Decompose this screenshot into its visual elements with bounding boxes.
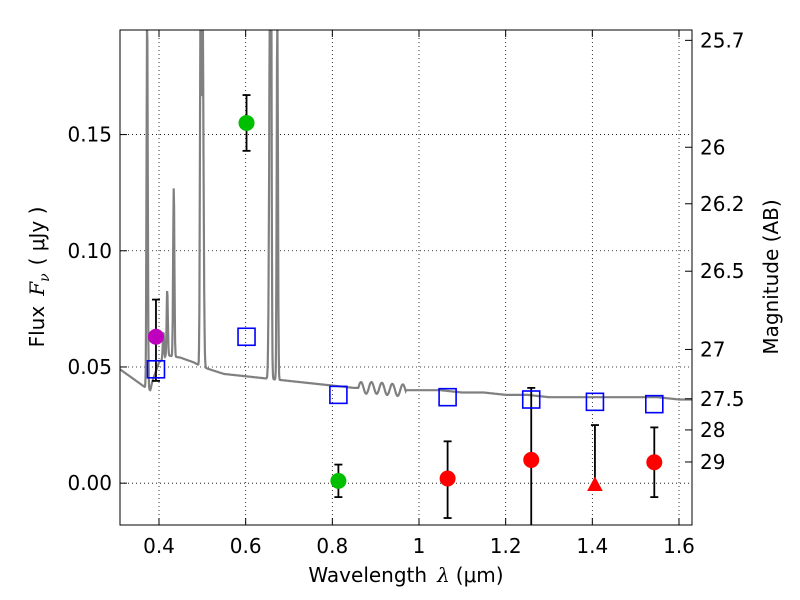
model-point — [585, 392, 605, 412]
y2-axis-title: Magnitude (AB) — [759, 199, 783, 354]
x-axis-title-unit: (μm) — [456, 563, 504, 587]
model-point — [146, 359, 166, 379]
photometry-point — [330, 472, 347, 489]
y2-tick-label: 25.7 — [700, 28, 745, 52]
model-point — [521, 390, 541, 409]
y-axis-title: Flux Fν ( μJy ) — [25, 207, 53, 348]
photometry-point — [646, 454, 663, 471]
y-tick-label: 0.10 — [67, 239, 112, 263]
y-axis-title-unit: ( μJy ) — [25, 207, 49, 266]
x-tick-label: 0.4 — [143, 534, 175, 558]
plot-frame — [119, 29, 693, 526]
model-point — [237, 327, 256, 347]
x-tick-label: 1 — [413, 534, 426, 558]
model-point — [329, 385, 348, 405]
y-axis-title-subscript: ν — [37, 273, 53, 282]
tick-marks: 0.4 0.6 0.8 1 1.2 1.4 1.6 0.00 0.05 0.10 0.15 25.7 2… — [67, 28, 744, 558]
photometry-point — [147, 328, 164, 345]
photometry-point — [587, 476, 603, 491]
y-tick-label: 0.15 — [67, 123, 112, 147]
photometry-point — [439, 470, 456, 487]
model-point — [644, 394, 664, 414]
x-tick-label: 1.4 — [576, 534, 608, 558]
y-axis-title-symbol: F — [25, 281, 49, 297]
y2-tick-label: 26.5 — [700, 259, 745, 283]
x-axis-title-symbol: λ — [436, 563, 450, 587]
model-point — [438, 387, 457, 407]
x-axis-title-prefix: Wavelength — [308, 563, 427, 587]
data-series — [120, 30, 692, 525]
y2-tick-label: 26 — [700, 135, 725, 159]
photometry-point — [238, 114, 255, 131]
y2-tick-label: 28 — [700, 418, 725, 442]
template-spectrum-line — [120, 30, 692, 401]
x-tick-label: 1.2 — [490, 534, 522, 558]
photometry-point — [523, 451, 540, 468]
y2-tick-label: 29 — [700, 450, 725, 474]
y-tick-label: 0.00 — [67, 471, 112, 495]
y2-tick-label: 27.5 — [700, 387, 745, 411]
y-axis-title-prefix: Flux — [25, 306, 49, 348]
x-tick-label: 1.6 — [663, 534, 695, 558]
x-axis-title: Wavelength λ (μm) — [308, 563, 503, 587]
x-tick-label: 0.8 — [316, 534, 348, 558]
y-tick-label: 0.05 — [67, 355, 112, 379]
y2-tick-label: 27 — [700, 337, 725, 361]
y2-tick-label: 26.2 — [700, 192, 745, 216]
x-tick-label: 0.6 — [230, 534, 262, 558]
